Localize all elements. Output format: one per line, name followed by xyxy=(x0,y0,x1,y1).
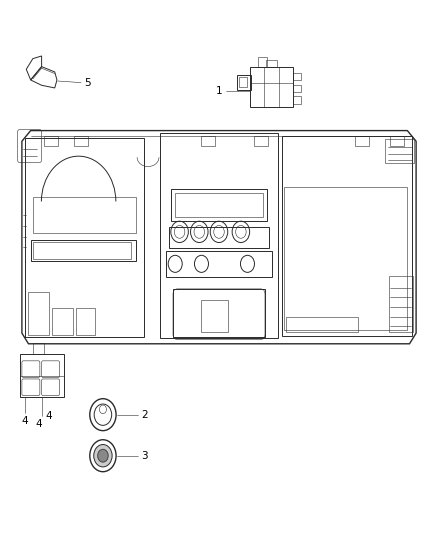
Bar xyxy=(74,136,88,146)
Circle shape xyxy=(98,449,108,462)
Bar xyxy=(31,240,136,261)
Bar xyxy=(169,227,269,248)
Bar xyxy=(33,197,136,233)
Bar xyxy=(258,57,267,67)
Bar xyxy=(385,139,414,163)
Bar xyxy=(250,67,293,107)
Bar xyxy=(160,133,278,338)
Text: 2: 2 xyxy=(141,410,148,419)
Bar xyxy=(33,343,44,354)
Bar xyxy=(286,317,357,332)
Bar xyxy=(171,189,267,221)
Bar xyxy=(239,77,247,87)
Bar xyxy=(266,60,277,67)
Bar xyxy=(237,75,251,90)
Bar xyxy=(76,308,95,335)
Bar xyxy=(175,193,263,217)
Bar xyxy=(284,187,407,330)
Bar xyxy=(201,136,215,146)
Bar xyxy=(293,85,301,92)
Text: 4: 4 xyxy=(21,416,28,426)
Bar xyxy=(293,73,301,80)
Bar xyxy=(28,292,49,335)
Bar xyxy=(33,242,131,259)
Bar xyxy=(166,251,272,277)
Circle shape xyxy=(94,445,112,467)
Text: 4: 4 xyxy=(35,419,42,430)
Bar xyxy=(293,96,301,104)
Bar xyxy=(44,136,58,146)
Bar xyxy=(389,276,413,332)
Text: 4: 4 xyxy=(45,411,52,421)
Bar xyxy=(201,300,228,332)
Bar xyxy=(254,136,268,146)
Bar xyxy=(390,136,404,146)
Text: 5: 5 xyxy=(85,78,91,87)
Bar xyxy=(25,138,144,337)
Text: 1: 1 xyxy=(215,86,222,95)
Bar xyxy=(282,136,412,336)
Text: 3: 3 xyxy=(141,451,148,461)
Bar xyxy=(355,136,369,146)
Bar xyxy=(52,308,73,335)
Bar xyxy=(20,354,64,397)
Bar xyxy=(173,289,265,337)
